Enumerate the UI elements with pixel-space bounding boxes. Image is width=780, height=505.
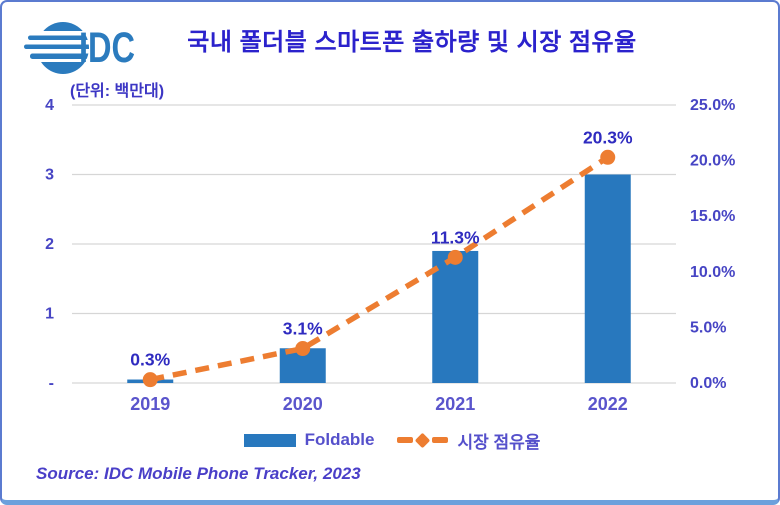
x-label-2019: 2019 [130,394,170,414]
share-label-2019: 0.3% [130,350,170,370]
share-marker-2022 [600,149,616,165]
idc-logo: IDC [24,22,135,74]
page-title: 국내 폴더블 스마트폰 출하량 및 시장 점유율 [187,29,637,56]
bar-2022 [584,174,631,383]
x-label-2022: 2022 [588,394,628,414]
right-tick-label: 20.0% [690,153,735,170]
dash-icon [397,437,414,443]
unit-label: (단위: 백만대) [70,83,165,100]
left-tick-label: - [49,375,54,392]
share-label-2022: 20.3% [583,127,633,147]
logo-text: IDC [79,24,135,72]
chart-legend: Foldable 시장 점유율 [2,428,778,452]
globe-icon [24,22,96,74]
x-label-2020: 2020 [283,394,323,414]
bar-2021 [432,250,479,383]
left-tick-label: 4 [45,97,54,114]
left-tick-label: 1 [45,306,54,323]
share-label-2021: 11.3% [431,227,480,247]
right-tick-label: 0.0% [690,375,726,392]
x-label-2021: 2021 [435,394,475,414]
dash-icon [432,437,449,443]
left-tick-label: 3 [45,167,54,184]
right-tick-label: 5.0% [690,319,726,336]
foldable-legend-swatch [243,433,296,447]
share-marker-2021 [447,249,463,265]
share-marker-2020 [295,341,311,357]
foldable-legend-label: Foldable [304,430,375,449]
share-line [149,154,610,383]
source-note: Source: IDC Mobile Phone Tracker, 2023 [36,464,361,483]
diamond-icon [415,432,431,448]
left-tick-label: 2 [45,236,54,253]
share-legend-label: 시장 점유율 [457,432,541,452]
right-tick-label: 15.0% [690,208,735,225]
right-tick-label: 10.0% [690,264,735,281]
share-marker-2019 [142,372,158,388]
share-label-2020: 3.1% [283,319,323,339]
share-legend-marker [397,432,449,448]
right-tick-label: 25.0% [690,97,735,114]
